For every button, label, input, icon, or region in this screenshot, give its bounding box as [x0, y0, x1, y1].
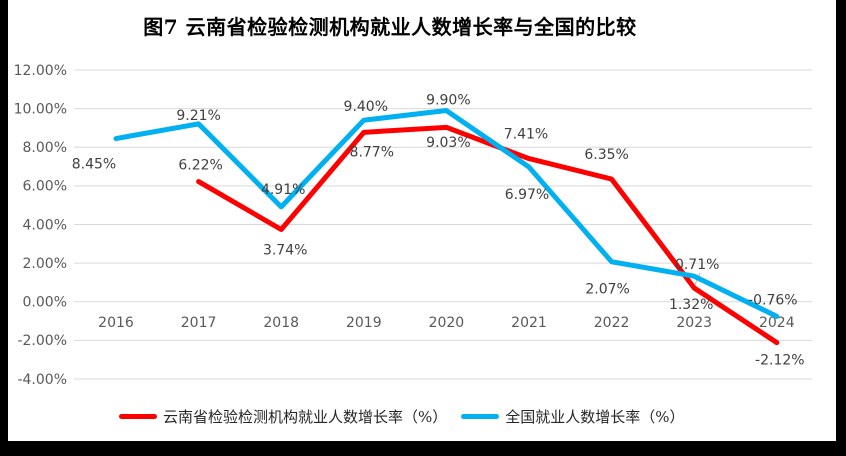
data-label: 9.21% [176, 108, 220, 124]
y-axis-tick-label: 10.00% [14, 102, 67, 118]
x-axis-year-label: 2019 [346, 315, 382, 331]
data-label: 6.22% [178, 157, 222, 173]
chart-title: 图7 云南省检验检测机构就业人数增长率与全国的比较 [143, 15, 637, 39]
data-label: -2.12% [755, 353, 805, 369]
x-axis-year-label: 2016 [98, 315, 134, 331]
x-axis-year-label: 2024 [759, 315, 795, 331]
data-label: 8.45% [72, 156, 116, 172]
data-label: 7.41% [504, 127, 548, 143]
y-axis-tick-label: 12.00% [14, 63, 67, 79]
legend-marker-yunnan-series [119, 414, 157, 419]
data-label: 3.74% [263, 242, 307, 258]
legend-label-yunnan-series: 云南省检验检测机构就业人数增长率（%） [163, 408, 448, 426]
data-label: 6.35% [584, 147, 628, 163]
data-label: 9.90% [426, 92, 470, 108]
screen-bezel-left [0, 0, 8, 456]
data-label: -0.76% [748, 292, 798, 308]
y-axis-tick-label: 4.00% [23, 217, 67, 233]
screen-bezel-right [836, 0, 846, 456]
screen-bezel-bottom [0, 441, 846, 456]
yunnan-growth-line [196, 124, 780, 346]
x-axis-year-label: 2017 [181, 315, 217, 331]
data-label: 0.71% [675, 257, 719, 273]
data-label: 2.07% [585, 282, 629, 298]
chart-legend: 云南省检验检测机构就业人数增长率（%） 全国就业人数增长率（%） [119, 406, 693, 427]
data-label: 1.32% [669, 297, 713, 313]
legend-label-national-series: 全国就业人数增长率（%） [505, 408, 685, 426]
x-axis-year-label: 2022 [594, 315, 630, 331]
y-axis-tick-label: 8.00% [23, 140, 67, 156]
data-label: 9.03% [426, 135, 470, 151]
y-axis-tick-label: 2.00% [23, 256, 67, 272]
data-label: 4.91% [261, 182, 305, 198]
y-axis-tick-label: 0.00% [23, 295, 67, 311]
data-label: 8.77% [350, 144, 394, 160]
legend-marker-national-series [461, 414, 500, 419]
data-label: 6.97% [505, 187, 549, 203]
data-label: 9.40% [344, 99, 388, 115]
x-axis-year-label: 2021 [511, 315, 547, 331]
y-axis-tick-label: -4.00% [17, 372, 67, 388]
y-axis-tick-label: 6.00% [23, 179, 67, 195]
x-axis-year-label: 2020 [429, 315, 465, 331]
y-axis-tick-label: -2.00% [17, 333, 67, 349]
x-axis-year-label: 2018 [263, 315, 299, 331]
national-growth-line [113, 108, 780, 319]
x-axis-year-label: 2023 [676, 315, 712, 331]
